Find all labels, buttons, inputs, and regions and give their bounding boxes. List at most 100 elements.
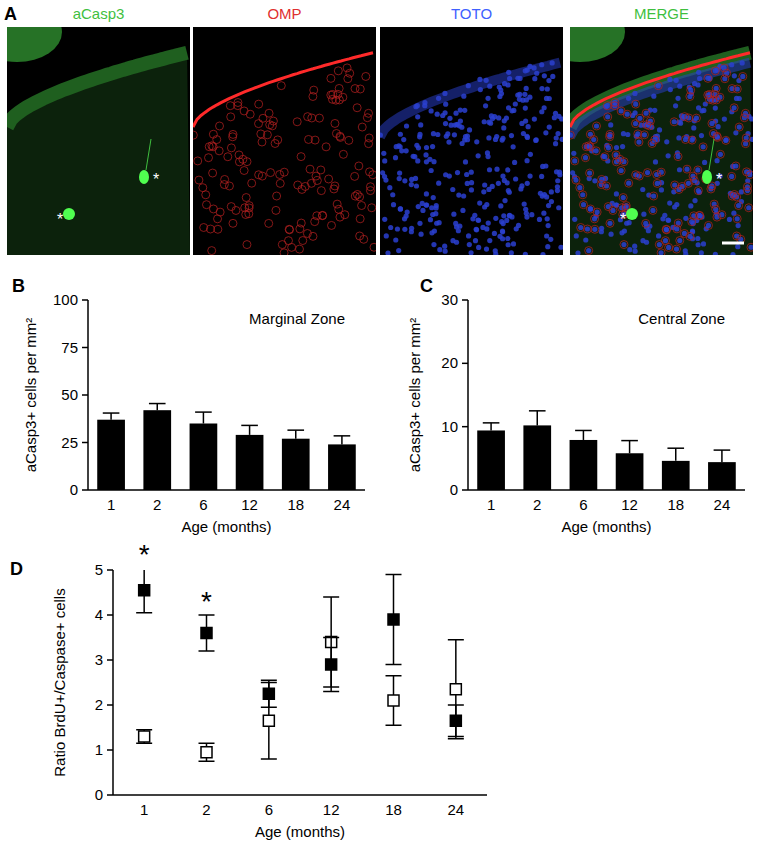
omp-cell [331,119,339,127]
omp-cell [732,162,740,170]
nucleus [476,153,481,158]
omp-cell [711,90,719,98]
nucleus [724,137,729,142]
omp-cell [606,219,614,227]
nucleus [658,250,663,255]
marker: * [716,171,722,188]
omp-cell [229,133,237,141]
nucleus [487,167,492,172]
nucleus [528,152,533,157]
error-cap [386,664,402,666]
nucleus [640,187,645,192]
nucleus [451,212,456,217]
nucleus [620,144,625,149]
omp-cell [592,147,600,155]
omp-cell [634,130,642,138]
y-tick [107,659,113,661]
omp-cell [229,219,237,227]
nucleus [529,212,534,217]
nucleus [443,249,448,254]
nucleus [485,154,490,159]
omp-cell [684,179,692,187]
omp-cell [651,136,659,144]
nucleus [552,115,557,120]
nucleus [484,226,489,231]
omp-cell [356,85,364,93]
omp-cell [334,90,342,98]
nucleus [583,155,588,160]
tissue-corner [570,27,625,62]
marker-point [388,695,399,706]
significance-marker: * [139,539,150,570]
nucleus [402,227,407,232]
y-tick [107,569,113,571]
omp-cell [704,74,712,82]
nucleus [674,246,679,251]
marker: * [153,171,159,188]
omp-cell [690,212,698,220]
error-stem [341,436,343,445]
nucleus [723,138,728,143]
omp-cell [646,117,654,125]
nucleus [583,237,588,242]
omp-cell [662,225,670,233]
micrograph [380,27,563,255]
nucleus [501,125,506,130]
omp-cell [351,192,359,200]
nucleus [464,172,469,177]
marker-point [326,659,337,670]
error-cap [261,707,277,709]
nucleus [416,145,421,150]
error-cap [199,743,215,745]
omp-cell [274,136,282,144]
nucleus [492,114,497,119]
nucleus [549,189,554,194]
nucleus [626,181,631,186]
nucleus [435,112,440,117]
nucleus [588,206,593,211]
nucleus [735,216,740,221]
nucleus [608,232,613,237]
nucleus [382,158,387,163]
omp-cell [713,133,721,141]
nucleus [545,216,550,221]
nucleus [396,143,401,148]
nucleus [450,238,455,243]
nucleus [512,160,517,165]
y-tick [107,749,113,751]
omp-cell [255,100,263,108]
panel-label: D [10,559,23,579]
nucleus [522,92,527,97]
omp-cell [255,120,263,128]
error-stem [675,448,677,461]
nucleus [714,158,719,163]
error-bar [199,743,215,761]
nucleus [646,228,651,233]
nucleus [549,199,554,204]
y-axis-label: aCasp3+ cells per mm² [406,318,423,473]
nucleus [539,174,544,179]
image-title: MERGE [634,5,689,22]
nucleus [556,205,561,210]
omp-cell [327,74,335,82]
error-cap [448,704,464,706]
nucleus [545,244,550,249]
omp-cell [346,69,354,77]
bar [477,430,505,490]
omp-cell [335,84,343,92]
error-cap [386,574,402,576]
omp-cell [267,169,275,177]
nucleus [462,137,467,142]
error-cap [199,761,215,763]
nucleus [447,116,452,121]
y-tick [462,426,468,428]
error-cap [287,429,304,431]
omp-cell [299,237,307,245]
omp-cell [303,229,311,237]
bar [570,440,598,490]
nucleus [496,181,501,186]
nucleus [388,225,393,230]
nucleus [538,191,543,196]
nucleus [415,114,420,119]
error-bar [386,575,402,665]
